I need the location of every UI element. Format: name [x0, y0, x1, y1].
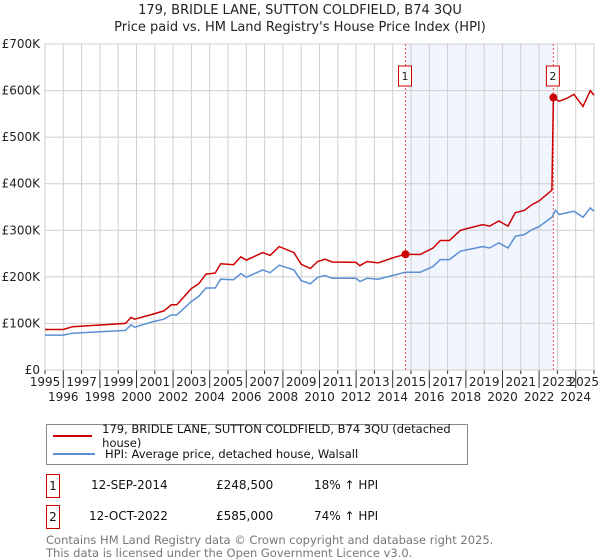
y-tick-label: £0 — [25, 363, 40, 377]
chart-subtitle: Price paid vs. HM Land Registry's House … — [114, 20, 486, 35]
x-tick-label: 2019 — [469, 375, 500, 389]
y-tick-label: £500K — [2, 130, 42, 144]
x-tick-label: 2002 — [158, 390, 189, 404]
sale-label: 1 — [402, 70, 409, 83]
sale-point — [549, 93, 558, 102]
footer-copyright: Contains HM Land Registry data © Crown c… — [46, 533, 494, 547]
legend-item-property: 179, BRIDLE LANE, SUTTON COLDFIELD, B74 … — [53, 422, 467, 450]
x-tick-label: 2010 — [304, 390, 335, 404]
x-tick-label: 2021 — [506, 375, 537, 389]
x-tick-label: 1997 — [66, 375, 97, 389]
footer-licence: This data is licensed under the Open Gov… — [46, 546, 413, 560]
sale-marker-badge: 2 — [46, 505, 60, 529]
sale-date: 12-OCT-2022 — [89, 509, 168, 523]
legend-item-hpi: HPI: Average price, detached house, Wals… — [53, 445, 358, 463]
x-tick-label: 2001 — [140, 375, 171, 389]
legend-swatch-blue — [53, 453, 95, 455]
sale-label-box — [398, 65, 413, 87]
x-tick-label: 2009 — [286, 375, 317, 389]
x-tick-label: 2023 — [542, 375, 573, 389]
y-tick-label: £300K — [2, 223, 42, 237]
sale-row-1: 1 12-SEP-2014 £248,500 18% ↑ HPI — [46, 474, 446, 498]
y-tick-label: £100K — [2, 316, 42, 330]
x-tick-label: 2004 — [194, 390, 225, 404]
x-tick-label: 2007 — [249, 375, 280, 389]
x-tick-label: 2016 — [414, 390, 445, 404]
sale-hpi-diff: 74% ↑ HPI — [314, 509, 379, 523]
legend-swatch-red — [53, 435, 93, 437]
x-tick-label: 2005 — [213, 375, 244, 389]
x-tick-label: 2014 — [377, 390, 408, 404]
x-tick-label: 1998 — [85, 390, 116, 404]
x-tick-label: 1995 — [30, 375, 61, 389]
sale-price: £248,500 — [216, 478, 274, 492]
x-tick-label: 2024 — [560, 390, 591, 404]
sale-point — [401, 250, 410, 259]
x-tick-label: 2003 — [176, 375, 207, 389]
x-tick-label: 2008 — [268, 390, 299, 404]
y-tick-label: £200K — [2, 270, 42, 284]
x-tick-label: 2020 — [487, 390, 518, 404]
x-tick-label: 2022 — [524, 390, 555, 404]
y-tick-label: £600K — [2, 84, 42, 98]
x-tick-label: 2012 — [341, 390, 372, 404]
sale-hpi-diff: 18% ↑ HPI — [314, 478, 379, 492]
hpi-series-line — [45, 206, 595, 336]
legend-label: HPI: Average price, detached house, Wals… — [105, 447, 359, 461]
y-tick-label: £700K — [2, 37, 42, 51]
sale-row-2: 2 12-OCT-2022 £585,000 74% ↑ HPI — [46, 505, 446, 529]
sale-price: £585,000 — [216, 509, 274, 523]
x-tick-label: 2011 — [323, 375, 354, 389]
sale-date: 12-SEP-2014 — [91, 478, 168, 492]
x-tick-label: 2013 — [359, 375, 390, 389]
legend-label: 179, BRIDLE LANE, SUTTON COLDFIELD, B74 … — [102, 422, 451, 450]
chart-plot: 1995199619971998199920002001200220032004… — [2, 37, 599, 404]
property-series-line — [45, 89, 595, 331]
x-tick-label: 2018 — [451, 390, 482, 404]
x-tick-label: 2000 — [121, 390, 152, 404]
sale-label: 2 — [549, 70, 556, 83]
x-tick-label: 2025 — [568, 375, 599, 389]
sale-marker-badge: 1 — [46, 474, 60, 498]
y-tick-label: £400K — [2, 177, 42, 191]
x-tick-label: 1996 — [48, 390, 79, 404]
x-tick-label: 2017 — [432, 375, 463, 389]
shaded-period — [405, 44, 554, 370]
sale-label-box — [545, 65, 560, 87]
x-tick-label: 1999 — [103, 375, 134, 389]
x-tick-label: 2015 — [396, 375, 427, 389]
chart-title: 179, BRIDLE LANE, SUTTON COLDFIELD, B74 … — [138, 3, 462, 18]
x-tick-label: 2006 — [231, 390, 262, 404]
legend: 179, BRIDLE LANE, SUTTON COLDFIELD, B74 … — [46, 422, 468, 465]
